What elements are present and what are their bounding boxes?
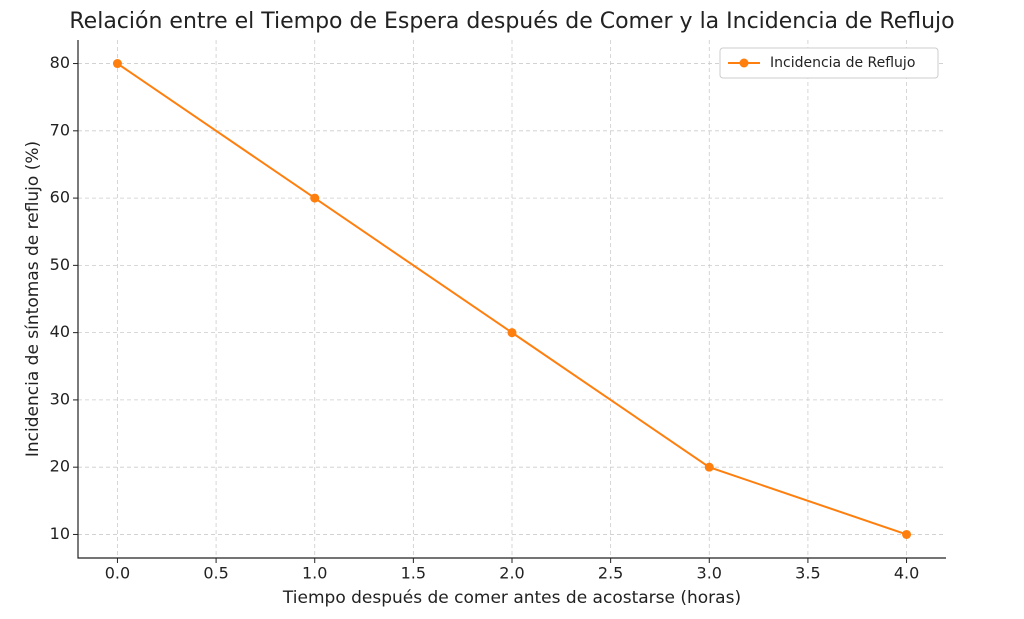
y-tick-label: 80 bbox=[50, 53, 70, 72]
x-tick-label: 1.5 bbox=[401, 564, 426, 583]
y-tick-label: 60 bbox=[50, 188, 70, 207]
y-tick-label: 40 bbox=[50, 322, 70, 341]
y-tick-label: 70 bbox=[50, 120, 70, 139]
y-tick-label: 50 bbox=[50, 255, 70, 274]
point bbox=[112, 59, 122, 69]
x-tick-label: 3.0 bbox=[697, 564, 722, 583]
y-tick-label: 30 bbox=[50, 389, 70, 408]
point bbox=[507, 328, 517, 338]
legend-box bbox=[719, 47, 939, 79]
legend-marker bbox=[739, 58, 749, 68]
chart-title: Relación entre el Tiempo de Espera despu… bbox=[69, 9, 954, 34]
y-tick-label: 20 bbox=[50, 457, 70, 476]
x-tick-label: 4.0 bbox=[894, 564, 919, 583]
x-tick-label: 2.0 bbox=[499, 564, 524, 583]
point bbox=[902, 529, 912, 539]
x-tick-label: 1.0 bbox=[302, 564, 327, 583]
y-tick-label: 10 bbox=[50, 524, 70, 543]
x-tick-label: 0.5 bbox=[203, 564, 228, 583]
y-axis-label: Incidencia de síntomas de reflujo (%) bbox=[23, 141, 43, 457]
point bbox=[310, 193, 320, 203]
x-tick-label: 3.5 bbox=[795, 564, 820, 583]
axes bbox=[77, 40, 946, 559]
x-axis-label: Tiempo después de comer antes de acostar… bbox=[282, 588, 741, 608]
x-tick-label: 2.5 bbox=[598, 564, 623, 583]
x-tick-label: 0.0 bbox=[105, 564, 130, 583]
point bbox=[704, 462, 714, 472]
legend-label: Incidencia de Reflujo bbox=[770, 55, 915, 71]
